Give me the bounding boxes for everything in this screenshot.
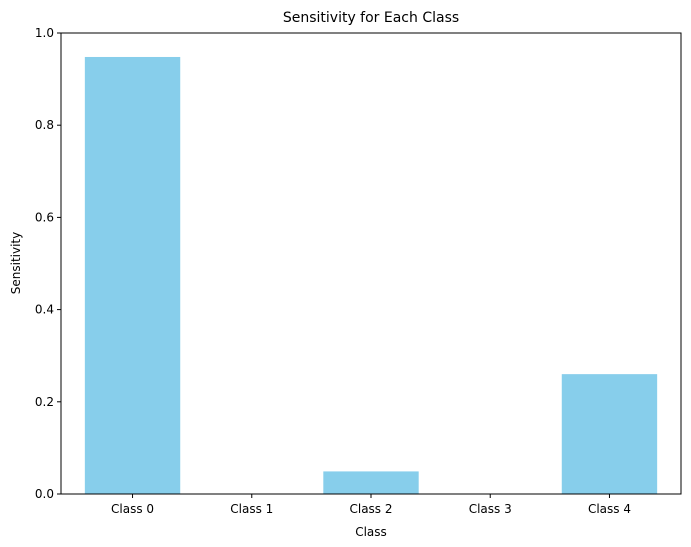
x-axis-ticks: Class 0 Class 1 Class 2 Class 3 Class 4 [111, 494, 631, 516]
y-axis-ticks: 0.0 0.2 0.4 0.6 0.8 1.0 [35, 26, 61, 501]
bar-class-0 [84, 56, 181, 495]
y-tick-label: 0.0 [35, 487, 54, 501]
y-tick-label: 0.2 [35, 395, 54, 409]
bar-class-2 [323, 471, 419, 494]
y-axis-label: Sensitivity [9, 232, 23, 294]
x-tick-label: Class 0 [111, 502, 154, 516]
bar-class-4 [561, 374, 658, 494]
x-axis-label: Class [355, 525, 387, 539]
y-tick-label: 1.0 [35, 26, 54, 40]
x-tick-label: Class 4 [588, 502, 631, 516]
chart-title: Sensitivity for Each Class [283, 10, 459, 26]
y-tick-label: 0.4 [35, 303, 54, 317]
bars-group [84, 56, 658, 495]
y-tick-label: 0.6 [35, 210, 54, 224]
y-tick-label: 0.8 [35, 118, 54, 132]
x-tick-label: Class 2 [349, 502, 392, 516]
x-tick-label: Class 3 [469, 502, 512, 516]
x-tick-label: Class 1 [230, 502, 273, 516]
